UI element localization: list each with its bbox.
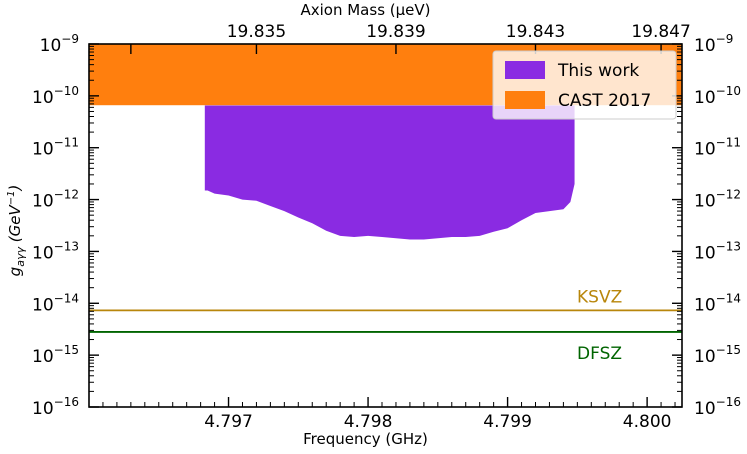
y-tick-label-right: 10−15 <box>694 343 741 367</box>
y-tick-label-right: 10−10 <box>694 84 741 108</box>
x-top-axis-title: Axion Mass (μeV) <box>300 1 430 19</box>
plot-border <box>88 43 683 408</box>
y-tick-label-left: 10−16 <box>32 395 79 419</box>
x-tick-label: 4.797 <box>204 412 253 432</box>
legend-swatch <box>505 91 545 109</box>
this-work-region <box>204 105 575 240</box>
y-tick-label-left: 10−11 <box>32 136 79 160</box>
y-tick-label-left: 10−15 <box>32 343 79 367</box>
y-tick-label-left: 10−14 <box>32 291 79 315</box>
y-tick-label-left: 10−13 <box>32 239 79 263</box>
legend-entry-label: This work <box>557 61 639 81</box>
y-tick-label-right: 10−16 <box>694 395 741 419</box>
y-tick-label-left: 10−10 <box>32 84 79 108</box>
x-top-tick-label: 19.835 <box>227 22 286 42</box>
y-tick-label-left: 10−12 <box>32 188 79 212</box>
x-tick-label: 4.800 <box>623 412 672 432</box>
y-axis-title: gaγγ (GeV−1) <box>6 185 27 277</box>
legend-swatch <box>505 61 545 79</box>
x-top-tick-label: 19.839 <box>366 22 425 42</box>
y-tick-label-right: 10−13 <box>694 239 741 263</box>
y-tick-label-left: 10−9 <box>40 32 79 56</box>
y-tick-label-right: 10−9 <box>694 32 733 56</box>
y-tick-label-right: 10−12 <box>694 188 741 212</box>
y-tick-label-right: 10−14 <box>694 291 741 315</box>
axis-labels: KSVZ DFSZ 10−16 10−16 10−15 10−15 10−14 10−14 10… <box>6 1 741 448</box>
dfsz-label: DFSZ <box>577 344 622 364</box>
legend-entry-label: CAST 2017 <box>558 91 651 111</box>
x-tick-label: 4.798 <box>344 412 393 432</box>
axes-frame <box>88 43 683 408</box>
x-axis-title: Frequency (GHz) <box>303 430 428 448</box>
x-top-tick-label: 19.843 <box>506 22 565 42</box>
y-tick-label-right: 10−11 <box>694 136 741 160</box>
legend: This work CAST 2017 <box>492 50 677 120</box>
x-tick-label: 4.799 <box>483 412 532 432</box>
axis-ticks <box>89 43 682 408</box>
ksvz-label: KSVZ <box>577 287 622 307</box>
x-top-tick-label: 19.847 <box>631 22 690 42</box>
